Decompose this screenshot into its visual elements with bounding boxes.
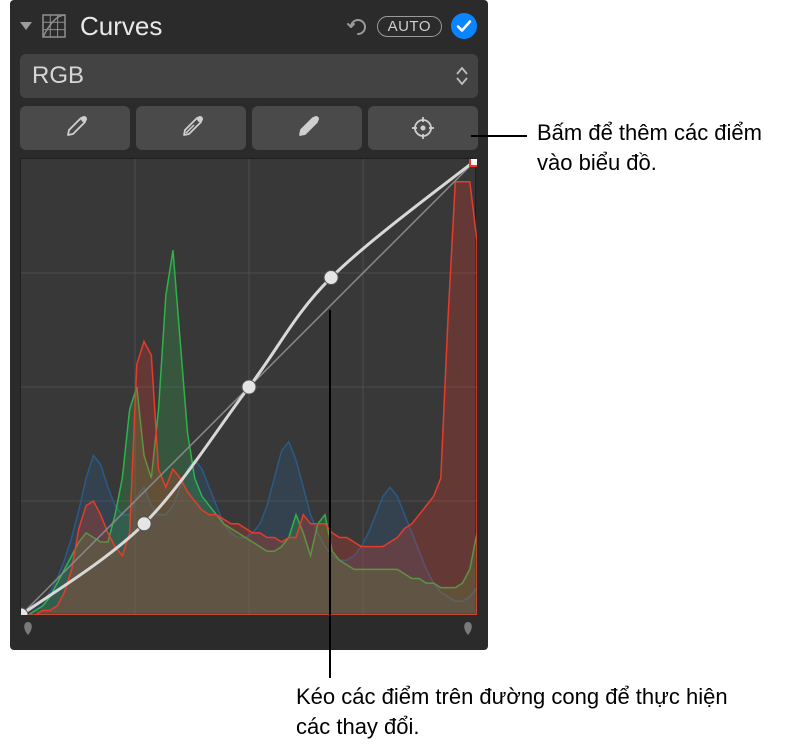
- curves-panel: Curves AUTO RGB: [10, 0, 488, 650]
- range-sliders: [20, 618, 478, 638]
- callout-line: [329, 310, 331, 678]
- enabled-checkmark-icon[interactable]: [450, 12, 478, 40]
- callout-line: [471, 135, 527, 137]
- auto-button[interactable]: AUTO: [377, 16, 442, 37]
- eyedropper-white-button[interactable]: [252, 106, 362, 150]
- undo-icon[interactable]: [345, 14, 369, 38]
- eyedropper-black-button[interactable]: [20, 106, 130, 150]
- add-point-button[interactable]: [368, 106, 478, 150]
- curves-grid-icon: [40, 12, 68, 40]
- eyedropper-toolbar: [20, 106, 478, 150]
- channel-select-label: RGB: [32, 62, 84, 90]
- stepper-icon: [456, 67, 468, 85]
- channel-select[interactable]: RGB: [20, 54, 478, 98]
- white-point-slider[interactable]: [460, 620, 476, 636]
- panel-title: Curves: [80, 11, 337, 42]
- callout-add-points: Bấm để thêm các điểm vào biểu đồ.: [537, 118, 772, 177]
- eyedropper-gray-button[interactable]: [136, 106, 246, 150]
- black-point-slider[interactable]: [20, 620, 36, 636]
- panel-header: Curves AUTO: [20, 8, 478, 44]
- curves-chart[interactable]: [20, 158, 476, 614]
- callout-drag-points: Kéo các điểm trên đường cong để thực hiệ…: [296, 682, 756, 741]
- disclosure-triangle-icon[interactable]: [20, 22, 32, 30]
